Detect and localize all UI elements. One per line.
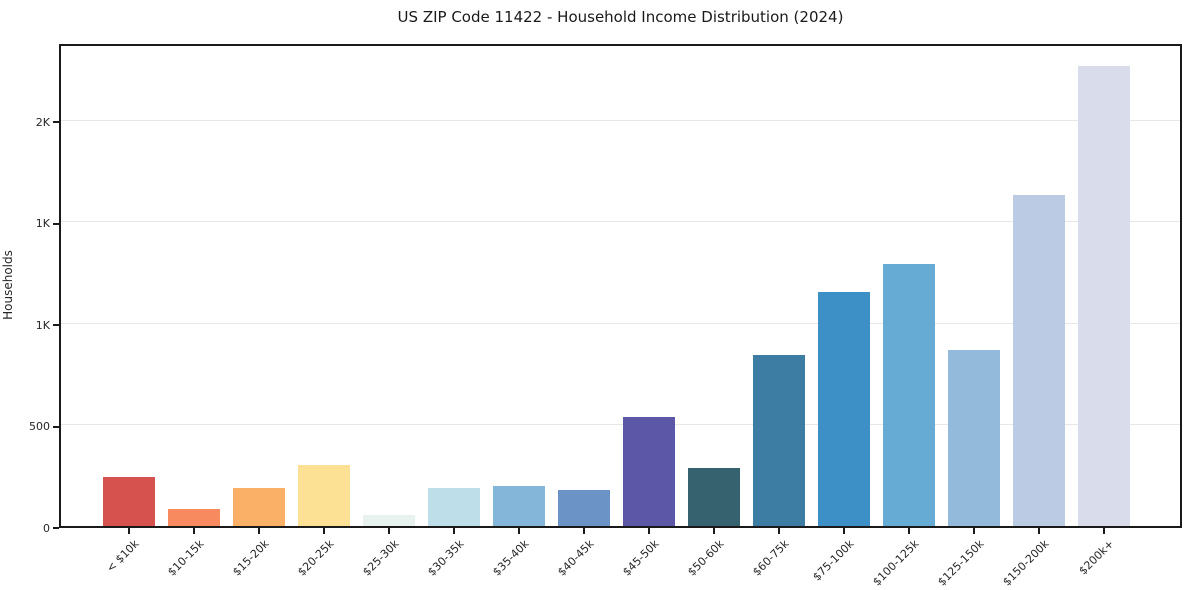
bar--10-15k — [168, 508, 220, 526]
y-tick-mark — [53, 425, 59, 428]
x-tick-label: $150-200k — [1000, 537, 1052, 589]
x-tick-mark — [908, 528, 910, 534]
y-tick-label: 2K — [35, 115, 50, 129]
y-tick-label: 1K — [35, 217, 50, 231]
x-tick-label: $35-40k — [490, 537, 532, 579]
x-tick-mark — [1038, 528, 1040, 534]
chart-title: US ZIP Code 11422 - Household Income Dis… — [397, 8, 844, 26]
y-tick-mark — [53, 121, 59, 124]
x-tick-mark — [258, 528, 260, 534]
x-tick-mark — [518, 528, 520, 534]
bar--50-60k — [688, 468, 740, 526]
x-tick-label: $60-75k — [750, 537, 792, 579]
bar--10k — [103, 477, 155, 526]
x-tick-label: < $10k — [103, 537, 142, 575]
x-tick-mark — [1103, 528, 1105, 534]
bar--75-100k — [818, 291, 870, 526]
bar--100-125k — [883, 264, 935, 526]
bar--45-50k — [623, 416, 675, 526]
gridline-1500 — [61, 221, 1180, 223]
y-tick-mark — [53, 527, 59, 529]
y-tick-mark — [53, 222, 59, 225]
bar--125-150k — [948, 349, 1000, 526]
x-tick-label: $50-60k — [685, 537, 727, 579]
bar--30-35k — [428, 487, 480, 526]
x-tick-label: $30-35k — [425, 537, 467, 579]
x-tick-label: $15-20k — [230, 537, 272, 579]
x-tick-label: $100-125k — [870, 537, 922, 589]
bar--15-20k — [233, 487, 285, 526]
y-tick-mark — [53, 324, 59, 327]
x-tick-mark — [323, 528, 325, 534]
x-tick-mark — [843, 528, 845, 534]
gridline-1000 — [61, 322, 1180, 324]
x-tick-label: $40-45k — [555, 537, 597, 579]
x-tick-mark — [128, 528, 130, 534]
y-tick-label: 0 — [43, 521, 50, 535]
bar--200k+ — [1078, 65, 1130, 526]
bar--40-45k — [558, 489, 610, 526]
x-tick-mark — [583, 528, 585, 534]
plot-area — [59, 44, 1182, 528]
x-tick-mark — [713, 528, 715, 534]
x-tick-label: $75-100k — [810, 537, 857, 584]
x-tick-mark — [388, 528, 390, 534]
gridline-500 — [61, 424, 1180, 426]
gridline-2000 — [61, 119, 1180, 121]
y-tick-label: 500 — [29, 420, 50, 434]
x-tick-label: $25-30k — [360, 537, 402, 579]
x-tick-label: $45-50k — [620, 537, 662, 579]
x-tick-label: $20-25k — [295, 537, 337, 579]
bar--20-25k — [298, 465, 350, 526]
x-tick-mark — [973, 528, 975, 534]
x-tick-label: $10-15k — [165, 537, 207, 579]
x-tick-mark — [778, 528, 780, 534]
x-tick-mark — [193, 528, 195, 534]
x-tick-mark — [648, 528, 650, 534]
bar--35-40k — [493, 486, 545, 526]
y-tick-label: 1K — [35, 318, 50, 332]
bar--25-30k — [363, 514, 415, 526]
bar--60-75k — [753, 354, 805, 526]
x-tick-mark — [453, 528, 455, 534]
x-tick-label: $200k+ — [1076, 537, 1117, 578]
bar--150-200k — [1013, 195, 1065, 526]
x-tick-label: $125-150k — [935, 537, 987, 589]
